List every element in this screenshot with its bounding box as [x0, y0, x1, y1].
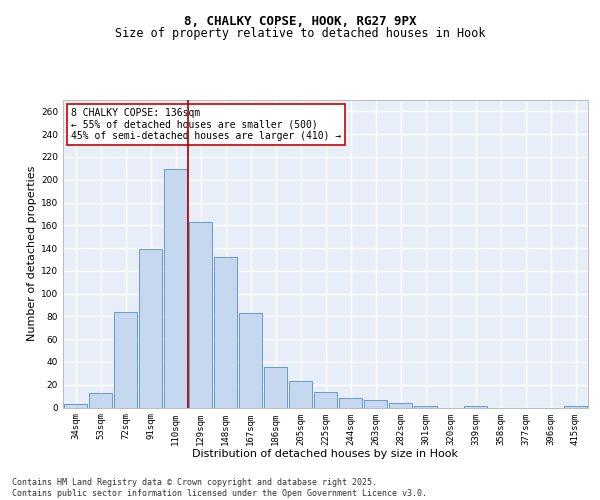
Bar — [264, 366, 287, 408]
Bar — [214, 257, 237, 408]
Bar — [89, 392, 112, 407]
Text: Contains HM Land Registry data © Crown copyright and database right 2025.
Contai: Contains HM Land Registry data © Crown c… — [12, 478, 427, 498]
Text: Size of property relative to detached houses in Hook: Size of property relative to detached ho… — [115, 28, 485, 40]
X-axis label: Distribution of detached houses by size in Hook: Distribution of detached houses by size … — [193, 449, 458, 459]
Bar — [364, 400, 387, 407]
Bar — [464, 406, 487, 408]
Y-axis label: Number of detached properties: Number of detached properties — [27, 166, 37, 342]
Bar — [339, 398, 362, 407]
Bar — [564, 406, 587, 408]
Text: 8, CHALKY COPSE, HOOK, RG27 9PX: 8, CHALKY COPSE, HOOK, RG27 9PX — [184, 15, 416, 28]
Bar — [64, 404, 87, 407]
Bar — [189, 222, 212, 408]
Text: 8 CHALKY COPSE: 136sqm
← 55% of detached houses are smaller (500)
45% of semi-de: 8 CHALKY COPSE: 136sqm ← 55% of detached… — [71, 108, 341, 141]
Bar — [239, 313, 262, 408]
Bar — [389, 403, 412, 407]
Bar — [164, 170, 187, 408]
Bar — [139, 249, 162, 408]
Bar — [414, 406, 437, 408]
Bar — [289, 382, 312, 407]
Bar — [314, 392, 337, 407]
Bar — [114, 312, 137, 408]
